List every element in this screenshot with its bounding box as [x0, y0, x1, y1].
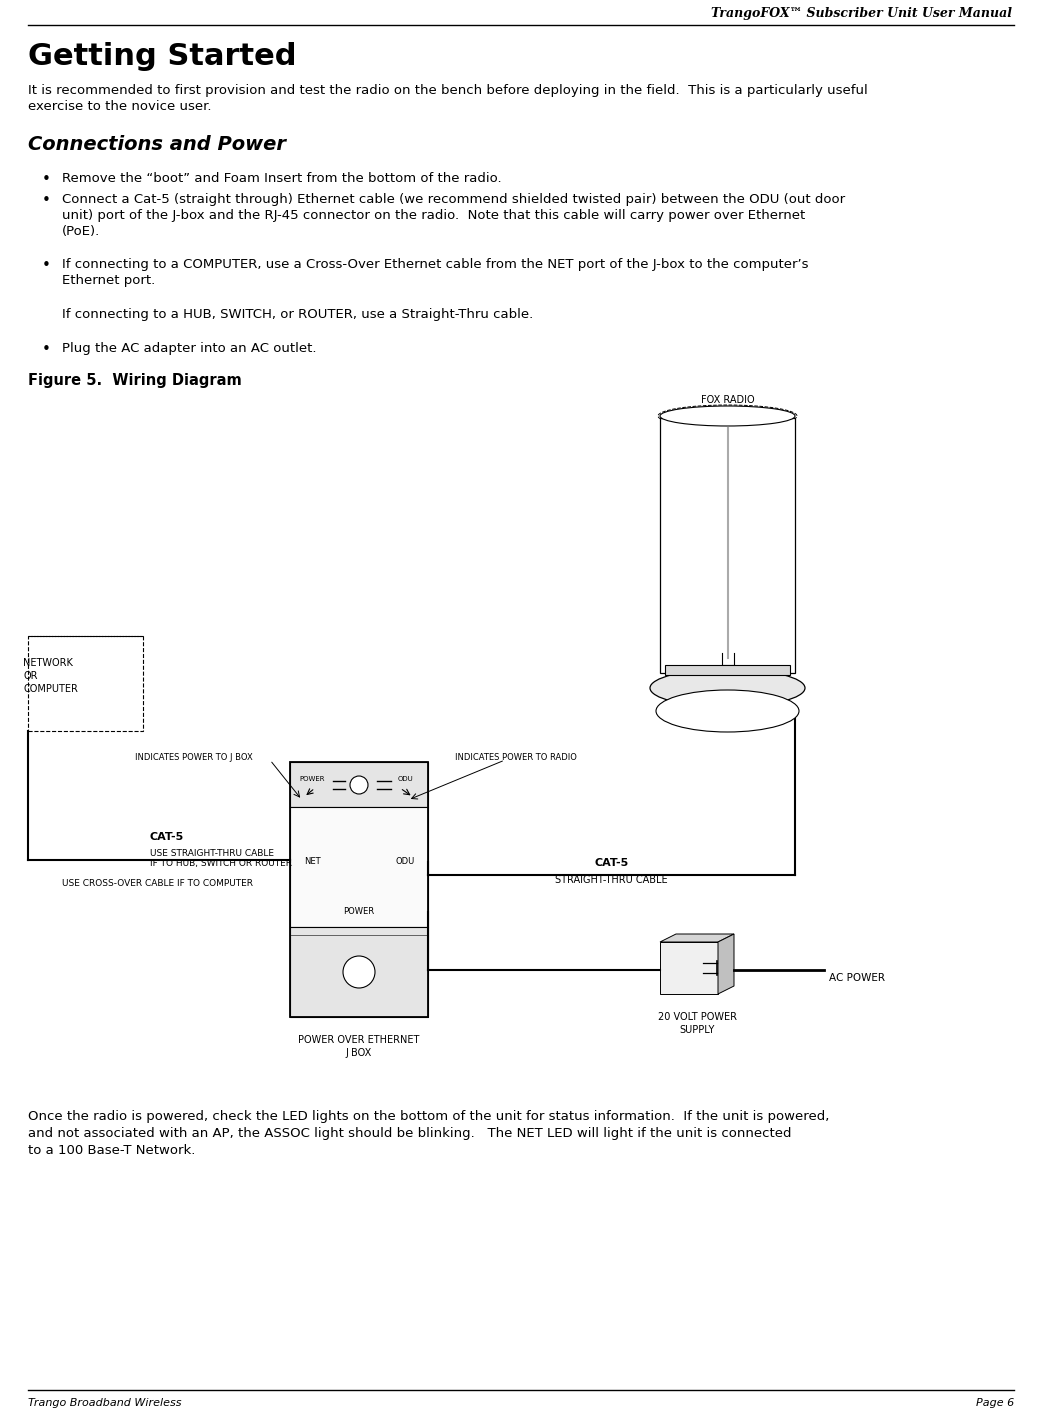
Text: unit) port of the J-box and the RJ-45 connector on the radio.  Note that this ca: unit) port of the J-box and the RJ-45 co…	[63, 209, 805, 221]
Text: ODU: ODU	[395, 857, 415, 867]
Text: •: •	[42, 172, 51, 188]
Text: Page 6: Page 6	[975, 1397, 1014, 1409]
Text: INDICATES POWER TO RADIO: INDICATES POWER TO RADIO	[455, 753, 577, 761]
Text: POWER OVER ETHERNET
J BOX: POWER OVER ETHERNET J BOX	[298, 1035, 420, 1058]
Text: Ethernet port.: Ethernet port.	[63, 274, 155, 288]
Ellipse shape	[650, 668, 805, 706]
Text: Trango Broadband Wireless: Trango Broadband Wireless	[28, 1397, 181, 1409]
Text: ODU: ODU	[397, 776, 413, 783]
Ellipse shape	[660, 406, 795, 426]
Text: TrangoFOX™ Subscriber Unit User Manual: TrangoFOX™ Subscriber Unit User Manual	[711, 7, 1012, 20]
Text: USE CROSS-OVER CABLE IF TO COMPUTER: USE CROSS-OVER CABLE IF TO COMPUTER	[63, 878, 253, 888]
Text: exercise to the novice user.: exercise to the novice user.	[28, 100, 212, 113]
Bar	[290, 761, 428, 1017]
Text: Once the radio is powered, check the LED lights on the bottom of the unit for st: Once the radio is powered, check the LED…	[28, 1110, 829, 1122]
Text: POWER: POWER	[344, 908, 374, 917]
Text: CAT-5: CAT-5	[594, 859, 628, 869]
Text: USE STRAIGHT-THRU CABLE
IF TO HUB, SWITCH OR ROUTER: USE STRAIGHT-THRU CABLE IF TO HUB, SWITC…	[150, 849, 292, 869]
Text: STRAIGHT-THRU CABLE: STRAIGHT-THRU CABLE	[555, 876, 668, 885]
Text: to a 100 Base-T Network.: to a 100 Base-T Network.	[28, 1144, 196, 1158]
Circle shape	[343, 956, 375, 988]
Text: If connecting to a HUB, SWITCH, or ROUTER, use a Straight-Thru cable.: If connecting to a HUB, SWITCH, or ROUTE…	[63, 307, 534, 321]
Text: •: •	[42, 258, 51, 274]
Text: Figure 5.  Wiring Diagram: Figure 5. Wiring Diagram	[28, 374, 242, 388]
Polygon shape	[660, 933, 734, 942]
Text: FOX RADIO: FOX RADIO	[701, 395, 754, 405]
Text: INDICATES POWER TO J BOX: INDICATES POWER TO J BOX	[135, 753, 253, 761]
Text: Remove the “boot” and Foam Insert from the bottom of the radio.: Remove the “boot” and Foam Insert from t…	[63, 172, 501, 185]
Text: NETWORK
OR
COMPUTER: NETWORK OR COMPUTER	[23, 658, 78, 694]
Text: NET: NET	[303, 857, 320, 867]
Circle shape	[350, 776, 368, 794]
Bar	[660, 417, 795, 673]
Text: (PoE).: (PoE).	[63, 226, 100, 238]
Text: •: •	[42, 343, 51, 357]
Text: If connecting to a COMPUTER, use a Cross-Over Ethernet cable from the NET port o: If connecting to a COMPUTER, use a Cross…	[63, 258, 809, 271]
Bar	[660, 942, 718, 994]
Text: CAT-5: CAT-5	[150, 832, 184, 842]
Bar	[290, 807, 428, 926]
Text: It is recommended to first provision and test the radio on the bench before depl: It is recommended to first provision and…	[28, 85, 868, 97]
Text: POWER: POWER	[299, 776, 325, 783]
Polygon shape	[718, 933, 734, 994]
Bar	[290, 926, 428, 1017]
Ellipse shape	[656, 689, 799, 732]
Text: Connections and Power: Connections and Power	[28, 135, 286, 154]
Text: Plug the AC adapter into an AC outlet.: Plug the AC adapter into an AC outlet.	[63, 343, 317, 355]
Text: AC POWER: AC POWER	[829, 973, 885, 983]
Text: and not associated with an AP, the ASSOC light should be blinking.   The NET LED: and not associated with an AP, the ASSOC…	[28, 1127, 792, 1141]
Bar	[290, 761, 428, 807]
Text: Connect a Cat-5 (straight through) Ethernet cable (we recommend shielded twisted: Connect a Cat-5 (straight through) Ether…	[63, 193, 845, 206]
Bar	[665, 666, 790, 675]
Text: 20 VOLT POWER
SUPPLY: 20 VOLT POWER SUPPLY	[658, 1012, 737, 1035]
Bar	[28, 636, 143, 730]
Text: •: •	[42, 193, 51, 209]
Text: Getting Started: Getting Started	[28, 42, 297, 70]
